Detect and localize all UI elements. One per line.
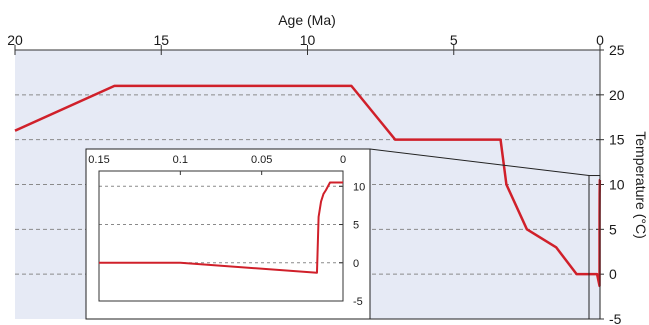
inset-y-tick-label: -5 xyxy=(353,296,363,308)
x-tick-label: 20 xyxy=(7,32,23,48)
zoom-box xyxy=(588,175,601,320)
x-tick-label: 10 xyxy=(300,32,316,48)
y-axis-title: Temperature (°C) xyxy=(633,131,649,239)
x-tick-label: 5 xyxy=(450,32,458,48)
y-tick-label: 10 xyxy=(609,177,625,193)
inset-x-tick-label: 0.1 xyxy=(173,154,188,166)
y-tick-label: -5 xyxy=(609,311,622,325)
inset-y-tick-label: 0 xyxy=(353,258,359,270)
y-tick-label: 5 xyxy=(609,221,617,237)
zoom-connector xyxy=(369,148,590,177)
inset-temperature-line xyxy=(99,181,343,274)
x-axis-title: Age (Ma) xyxy=(278,12,336,28)
y-tick-label: 0 xyxy=(609,266,617,282)
y-tick-label: 15 xyxy=(609,132,625,148)
y-tick-label: 25 xyxy=(609,42,625,58)
x-tick-label: 0 xyxy=(596,32,604,48)
inset-x-tick-label: 0.15 xyxy=(88,154,109,166)
inset-y-tick-label: 10 xyxy=(353,181,365,193)
inset-panel xyxy=(85,148,371,320)
y-tick-label: 20 xyxy=(609,87,625,103)
inset-plot-frame xyxy=(98,170,344,302)
inset-x-tick-label: 0 xyxy=(340,154,346,166)
x-tick-label: 15 xyxy=(153,32,169,48)
inset-y-tick-label: 5 xyxy=(353,220,359,232)
inset-x-tick-label: 0.05 xyxy=(251,154,272,166)
